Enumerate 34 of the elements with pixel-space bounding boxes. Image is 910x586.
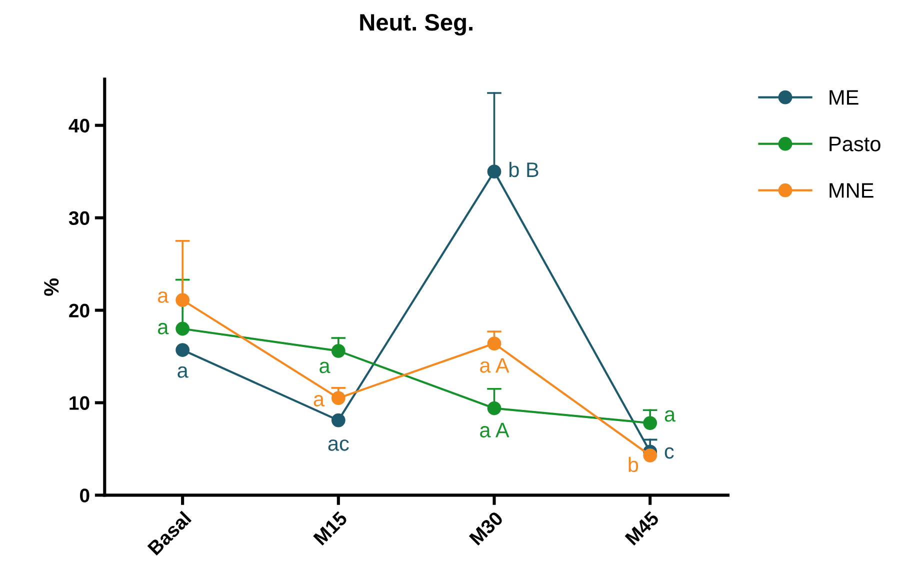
data-label: a	[178, 366, 188, 378]
x-tick-label: M30	[468, 510, 504, 546]
point	[176, 343, 190, 357]
y-tick-label: 30	[68, 211, 90, 226]
point	[487, 336, 502, 350]
legend-label: Pasto	[830, 136, 880, 152]
legend-label: MNE	[830, 183, 874, 198]
y-axis-title: %	[44, 278, 59, 296]
data-label: a A	[480, 358, 510, 373]
data-label: ac	[328, 439, 349, 451]
point	[331, 344, 346, 358]
data-label: a	[314, 395, 325, 406]
chart-title: Neut. Seg.	[360, 14, 472, 36]
data-label: c	[664, 447, 674, 459]
data-label: a	[158, 322, 169, 334]
data-label: a	[158, 291, 169, 303]
point	[487, 401, 502, 416]
point	[487, 164, 502, 179]
data-label: a	[664, 410, 676, 422]
y-tick-label: 0	[80, 488, 90, 502]
point	[176, 293, 190, 308]
point	[331, 413, 346, 428]
point	[176, 322, 190, 336]
data-label: b	[628, 456, 638, 472]
data-label: a	[320, 362, 330, 374]
legend-label: ME	[830, 90, 858, 105]
y-tick-label: 20	[69, 304, 90, 318]
data-label: a A	[480, 422, 510, 438]
data-label: b B	[509, 162, 538, 178]
point	[331, 391, 346, 406]
y-tick-label: 40	[68, 118, 90, 133]
point	[643, 448, 658, 462]
point	[643, 416, 658, 430]
y-tick-label: 10	[70, 396, 90, 410]
